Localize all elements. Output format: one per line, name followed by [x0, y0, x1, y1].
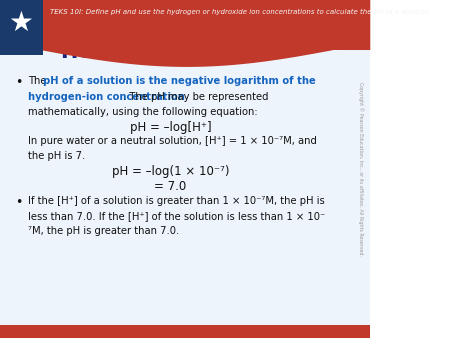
Text: ⁷M, the pH is greater than 7.0.: ⁷M, the pH is greater than 7.0. [28, 226, 179, 237]
Bar [0, 0, 43, 55]
Text: TEKS 10I: Define pH and use the hydrogen or hydroxide ion concentrations to calc: TEKS 10I: Define pH and use the hydrogen… [50, 8, 432, 15]
Text: •: • [15, 196, 22, 209]
Text: hydrogen-ion concentration: hydrogen-ion concentration [28, 92, 184, 102]
Bar [0, 0, 370, 50]
Bar [0, 325, 370, 338]
Bar [0, 36, 370, 325]
Text: pH = –log[H⁺]: pH = –log[H⁺] [130, 121, 211, 134]
Text: If the [H⁺] of a solution is greater than 1 × 10⁻⁷M, the pH is: If the [H⁺] of a solution is greater tha… [28, 196, 324, 206]
Text: . The pH may be represented: . The pH may be represented [123, 92, 269, 102]
Text: mathematically, using the following equation:: mathematically, using the following equa… [28, 107, 257, 117]
Text: ★: ★ [9, 9, 34, 37]
Text: less than 7.0. If the [H⁺] of the solution is less than 1 × 10⁻: less than 7.0. If the [H⁺] of the soluti… [28, 211, 325, 221]
Text: pH = –log(1 × 10⁻⁷): pH = –log(1 × 10⁻⁷) [112, 165, 229, 178]
Text: = 7.0: = 7.0 [154, 180, 186, 193]
Text: Copyright © Pearson Education, Inc., or its affiliates. All Rights Reserved.: Copyright © Pearson Education, Inc., or … [358, 82, 364, 256]
Text: The: The [28, 76, 50, 86]
Text: •: • [15, 76, 22, 89]
Text: the pH is 7.: the pH is 7. [28, 151, 85, 161]
Polygon shape [0, 0, 370, 67]
Text: How is pH defined?: How is pH defined? [61, 42, 287, 62]
Text: In pure water or a neutral solution, [H⁺] = 1 × 10⁻⁷M, and: In pure water or a neutral solution, [H⁺… [28, 136, 317, 146]
Text: pH of a solution is the negative logarithm of the: pH of a solution is the negative logarit… [43, 76, 315, 86]
